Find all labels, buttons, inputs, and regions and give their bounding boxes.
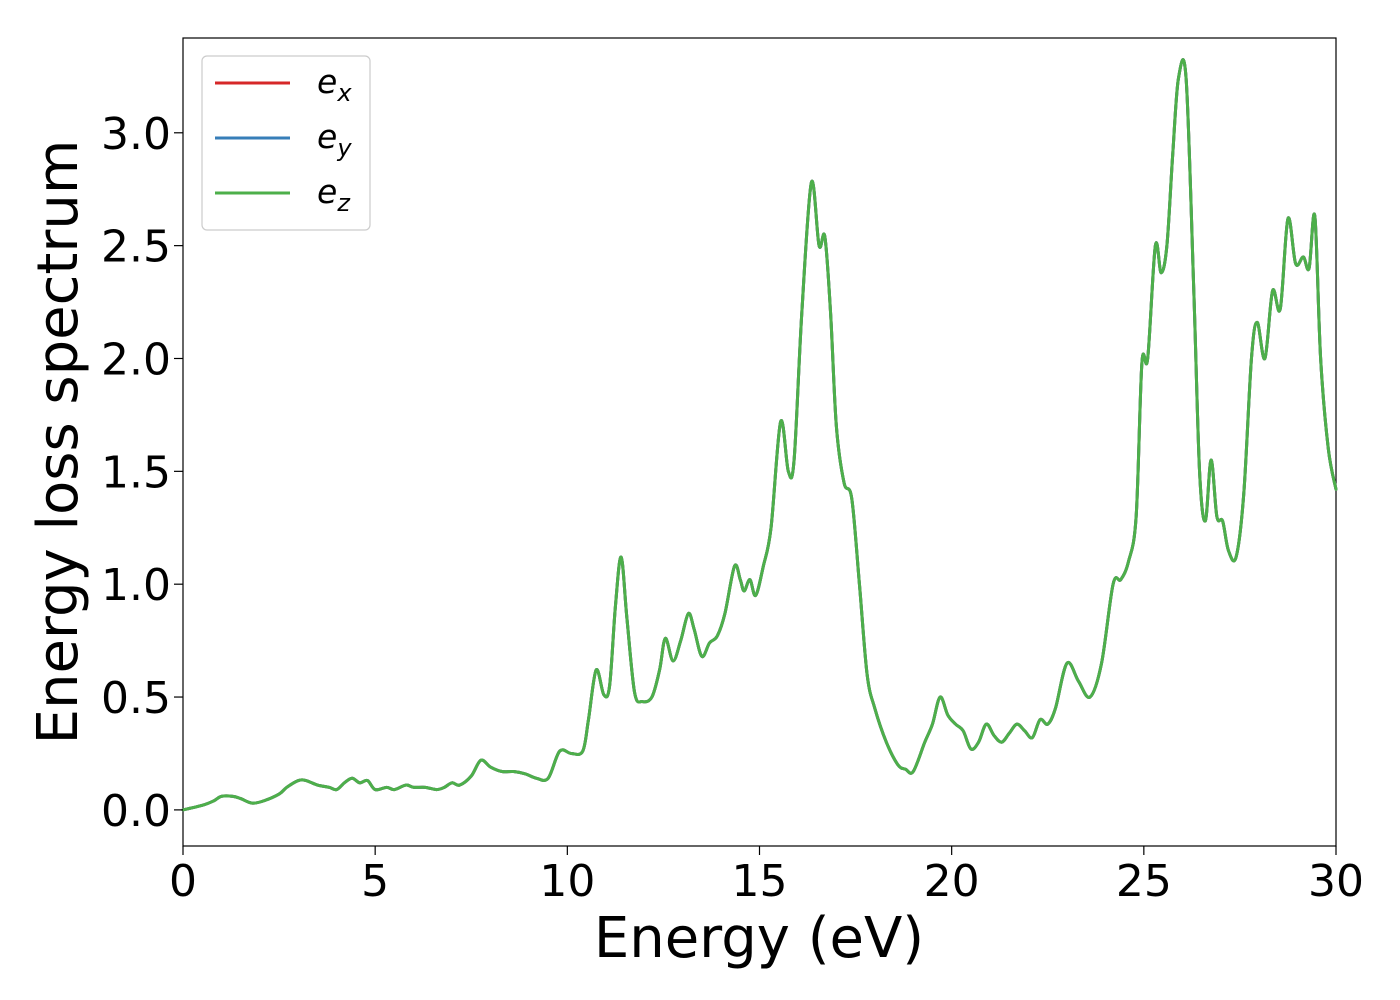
x-tick-label: 10 [539, 856, 595, 907]
y-tick-label: 0.0 [101, 786, 171, 837]
legend-label-ez: ez [317, 172, 351, 217]
x-tick-label: 0 [169, 856, 197, 907]
legend-label-base: e [317, 62, 337, 101]
legend-label-subscript: x [336, 79, 352, 107]
y-axis-ticks: 0.0 0.5 1.0 1.5 2.0 2.5 3.0 [101, 109, 183, 837]
y-tick-label: 2.0 [101, 334, 171, 385]
y-tick-label: 2.5 [101, 222, 171, 273]
series-layer [181, 58, 1338, 812]
plot-area [181, 37, 1338, 847]
x-axis-label: Energy (eV) [594, 906, 924, 971]
x-tick-label: 30 [1308, 856, 1364, 907]
series-line-ez [181, 58, 1338, 812]
legend-label-subscript: y [336, 134, 352, 162]
x-tick-label: 20 [924, 856, 980, 907]
x-tick-label: 5 [361, 856, 389, 907]
x-axis-ticks: 0 5 10 15 20 25 30 [169, 846, 1364, 907]
legend-label-base: e [317, 117, 337, 156]
x-tick-label: 15 [732, 856, 788, 907]
y-tick-label: 1.0 [101, 560, 171, 611]
y-tick-label: 3.0 [101, 109, 171, 160]
y-axis-label: Energy loss spectrum [26, 140, 91, 745]
y-tick-label: 0.5 [101, 673, 171, 724]
legend-frame [201, 55, 371, 231]
plot-frame [182, 37, 1337, 847]
y-tick-label: 1.5 [101, 447, 171, 498]
x-tick-label: 25 [1116, 856, 1172, 907]
legend-label-subscript: z [336, 189, 351, 217]
legend-label-ex: ex [317, 62, 352, 107]
legend-label-ey: ey [317, 117, 352, 162]
legend-label-base: e [317, 172, 337, 211]
